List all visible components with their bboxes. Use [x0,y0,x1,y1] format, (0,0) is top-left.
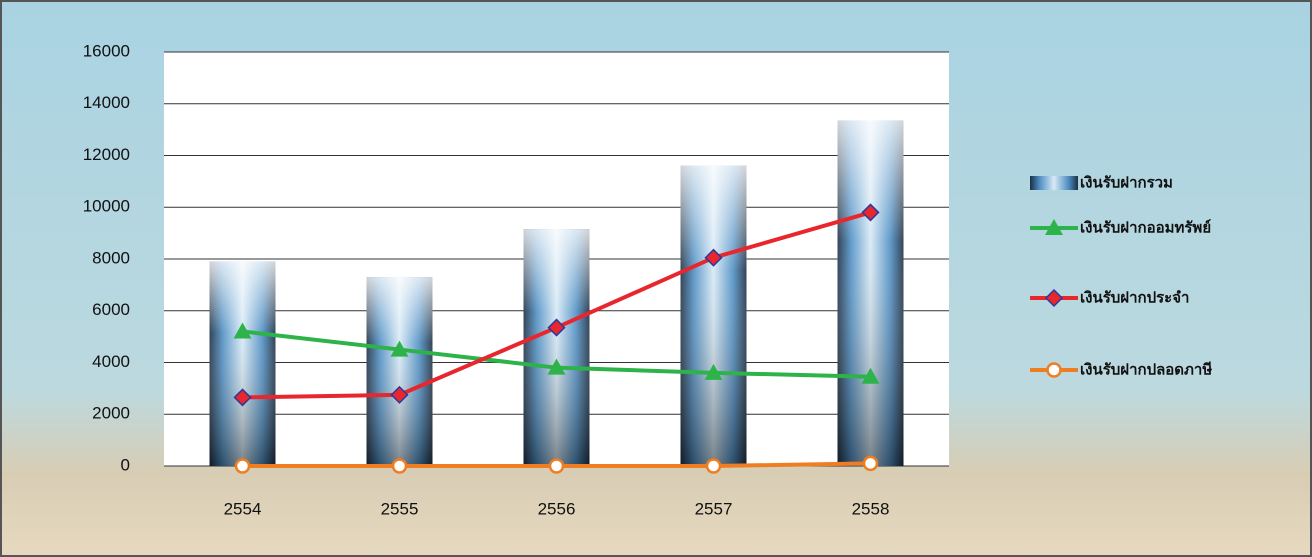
y-tick-label: 10000 [83,197,130,216]
legend-swatch [1030,176,1078,190]
x-tick-label: 2557 [695,499,733,518]
legend-label: เงินรับฝากออมทรัพย์ [1080,219,1211,237]
y-tick-label: 14000 [83,93,130,112]
legend-label: เงินรับฝากรวม [1080,174,1173,192]
y-tick-label: 4000 [92,352,130,371]
marker [705,458,722,474]
y-tick-label: 6000 [92,300,130,319]
marker [1045,219,1063,235]
x-tick-label: 2556 [538,499,576,518]
y-tick-label: 2000 [92,404,130,423]
marker [547,318,566,337]
bar-shade [366,277,433,466]
bar-shade [209,261,276,466]
marker [390,340,409,357]
y-tick-label: 8000 [92,248,130,267]
marker [391,458,408,474]
marker [548,458,565,474]
bar-shade [837,120,904,466]
y-tick-label: 12000 [83,145,130,164]
x-tick-label: 2555 [381,499,419,518]
marker [233,388,252,407]
y-tick-label: 0 [121,455,130,474]
bar-shade [680,165,747,466]
marker [1044,288,1064,308]
x-tick-label: 2558 [852,499,890,518]
marker [862,455,879,472]
y-tick-label: 16000 [83,41,130,60]
marker [861,367,880,384]
marker [1046,362,1062,378]
legend-label: เงินรับฝากประจำ [1080,289,1189,307]
marker [704,248,723,267]
legend-label: เงินรับฝากปลอดภาษี [1080,361,1212,379]
x-tick-label: 2554 [224,499,262,518]
marker [704,363,723,380]
marker [861,203,880,222]
marker [233,322,252,339]
bar-shade [523,229,590,466]
marker [547,358,566,375]
marker [390,385,409,404]
marker [234,458,251,474]
